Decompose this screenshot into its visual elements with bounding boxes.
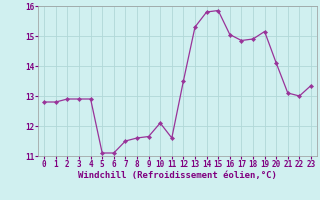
X-axis label: Windchill (Refroidissement éolien,°C): Windchill (Refroidissement éolien,°C) — [78, 171, 277, 180]
